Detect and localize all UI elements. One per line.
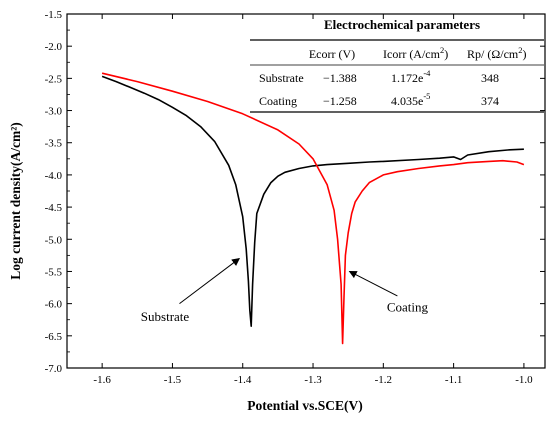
table-cell-icorr-exp: -5 (423, 91, 430, 101)
table-cell-icorr-mantissa: 4.035e (391, 94, 423, 108)
x-tick-label: -1.1 (445, 374, 462, 386)
series-layer (101, 72, 525, 345)
x-tick-label: -1.5 (164, 374, 182, 386)
table-cell-icorr: 4.035e-5 (391, 91, 430, 108)
table-cell-ecorr: −1.258 (323, 94, 357, 108)
table-header-icorr-text: Icorr (A/cm (383, 47, 441, 61)
parameters-table: Electrochemical parameters Ecorr (V) Ico… (250, 17, 544, 113)
table-header-rp-sup: 2 (518, 45, 522, 55)
annotation-arrow-substrate (179, 257, 241, 305)
table-header-rp: Rp/ (Ω/cm2) (467, 45, 527, 61)
table-header-rp-text: Rp/ (Ω/cm (467, 47, 519, 61)
table-header-icorr: Icorr (A/cm2) (383, 45, 448, 61)
y-tick-label: -2.5 (45, 73, 63, 85)
axes: -1.5 -2.0 -2.5 -3.0 -3.5 -4.0 -4.5 -5.0 -5.5 -6.0… (45, 9, 546, 386)
series-line-substrate (101, 75, 524, 328)
y-tick-label: -6.0 (45, 299, 63, 311)
y-tick-label: -4.5 (45, 202, 63, 214)
x-axis-title: Potential vs.SCE(V) (247, 398, 363, 413)
table-header-icorr-close: ) (444, 47, 448, 61)
table-cell-icorr: 1.172e-4 (391, 68, 431, 85)
y-tick-label: -2.0 (45, 41, 63, 53)
table-cell-rp: 348 (481, 71, 499, 85)
y-tick-label: -4.0 (45, 170, 63, 182)
table-header-rp-close: ) (523, 47, 527, 61)
y-tick-label: -3.0 (45, 106, 63, 118)
annotation-arrow-coating (348, 270, 398, 297)
y-axis-title: Log current density(A/cm²) (8, 122, 23, 280)
y-tick-label: -5.0 (45, 234, 63, 246)
y-tick-label: -1.5 (45, 9, 63, 21)
table-row-label: Substrate (259, 71, 304, 85)
x-tick-label: -1.6 (93, 374, 111, 386)
table-header-ecorr: Ecorr (V) (309, 47, 355, 61)
x-tick-label: -1.2 (375, 374, 392, 386)
y-tick-label: -3.5 (45, 138, 63, 150)
series-line-coating (101, 72, 525, 345)
table-row-label: Coating (259, 94, 297, 108)
x-tick-label: -1.0 (515, 374, 533, 386)
table-cell-rp: 374 (481, 94, 499, 108)
y-tick-label: -7.0 (45, 363, 63, 375)
annotation-label-coating: Coating (387, 299, 429, 314)
annotation-label-substrate: Substrate (141, 309, 190, 324)
table-cell-icorr-exp: -4 (423, 68, 431, 78)
table-cell-ecorr: −1.388 (323, 71, 357, 85)
x-tick-label: -1.3 (304, 374, 322, 386)
table-title: Electrochemical parameters (324, 17, 480, 32)
y-tick-label: -5.5 (45, 266, 63, 278)
x-tick-label: -1.4 (234, 374, 252, 386)
table-cell-icorr-mantissa: 1.172e (391, 71, 423, 85)
annotations: Substrate Coating (141, 257, 429, 324)
y-tick-label: -6.5 (45, 331, 63, 343)
table-header-icorr-sup: 2 (440, 45, 444, 55)
